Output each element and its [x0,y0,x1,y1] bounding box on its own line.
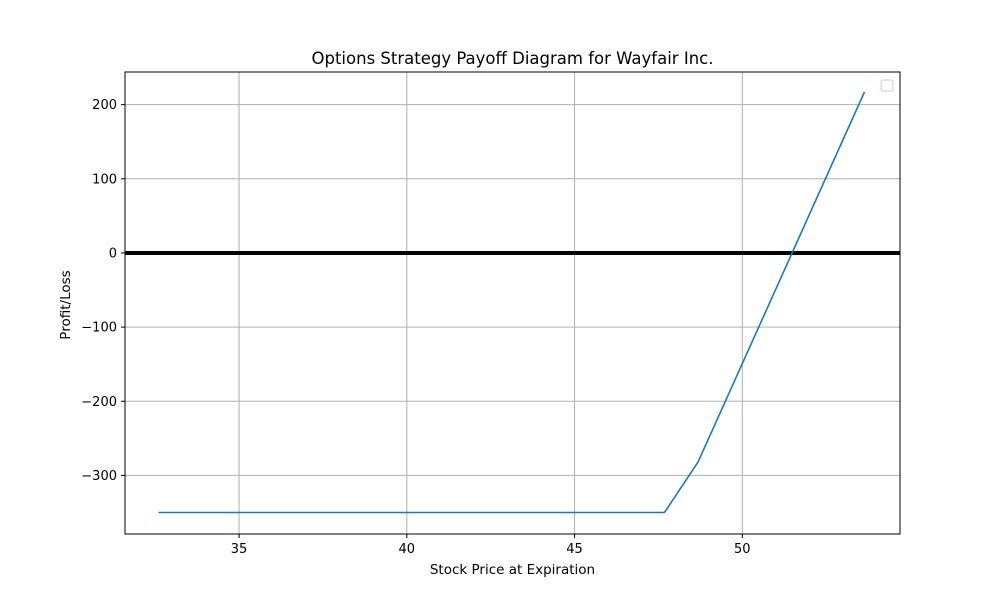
y-axis-label: Profit/Loss [58,270,74,339]
x-tick-label: 35 [231,542,248,557]
x-tick-label: 40 [399,542,416,557]
y-tick-label: 200 [92,98,117,113]
x-axis-label: Stock Price at Expiration [430,562,595,578]
axis-ticks: 35 40 45 50 −300 −200 −100 0 100 200 [81,98,750,557]
y-tick-label: −300 [81,469,117,484]
series-layer [158,91,866,514]
y-tick-label: −100 [81,321,117,336]
y-tick-label: 100 [92,172,117,187]
legend-box [880,79,894,92]
x-tick-label: 50 [734,542,751,557]
plot-frame [124,71,901,535]
grid-lines [125,72,900,534]
y-tick-label: −200 [81,395,117,410]
y-tick-label: 0 [109,246,117,261]
chart-title: Options Strategy Payoff Diagram for Wayf… [312,49,714,68]
payoff-line [158,91,866,514]
x-tick-label: 45 [566,542,583,557]
